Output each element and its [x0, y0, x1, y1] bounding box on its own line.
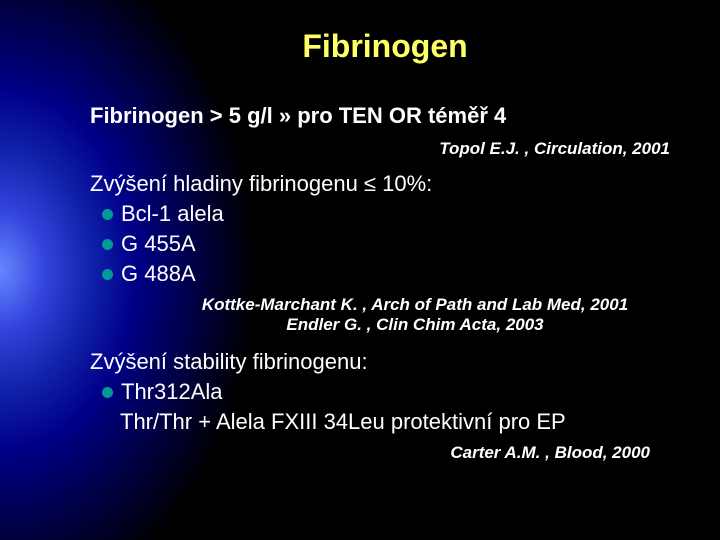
list-item: Bcl-1 alela [90, 201, 680, 227]
list-item: Thr312Ala [90, 379, 680, 405]
slide-title: Fibrinogen [90, 28, 680, 65]
headline-statement: Fibrinogen > 5 g/l » pro TEN OR téměř 4 [90, 103, 680, 129]
bullet-icon [102, 209, 113, 220]
bullet-label: Bcl-1 alela [121, 201, 224, 227]
citation-block-2: Kottke-Marchant K. , Arch of Path and La… [90, 295, 680, 335]
slide-container: Fibrinogen Fibrinogen > 5 g/l » pro TEN … [0, 0, 720, 540]
bullet-label: G 455A [121, 231, 196, 257]
section1-heading: Zvýšení hladiny fibrinogenu ≤ 10%: [90, 171, 680, 197]
citation-endler: Endler G. , Clin Chim Acta, 2003 [90, 315, 680, 335]
bullet-icon [102, 269, 113, 280]
citation-carter: Carter A.M. , Blood, 2000 [90, 443, 680, 463]
bullet-icon [102, 387, 113, 398]
bullet-icon [102, 239, 113, 250]
bullet-label: Thr312Ala [121, 379, 223, 405]
citation-kottke: Kottke-Marchant K. , Arch of Path and La… [90, 295, 680, 315]
list-item: G 488A [90, 261, 680, 287]
section2-extra-line: Thr/Thr + Alela FXIII 34Leu protektivní … [90, 409, 680, 435]
bullet-label: G 488A [121, 261, 196, 287]
citation-topol: Topol E.J. , Circulation, 2001 [90, 139, 680, 159]
section2-heading: Zvýšení stability fibrinogenu: [90, 349, 680, 375]
list-item: G 455A [90, 231, 680, 257]
